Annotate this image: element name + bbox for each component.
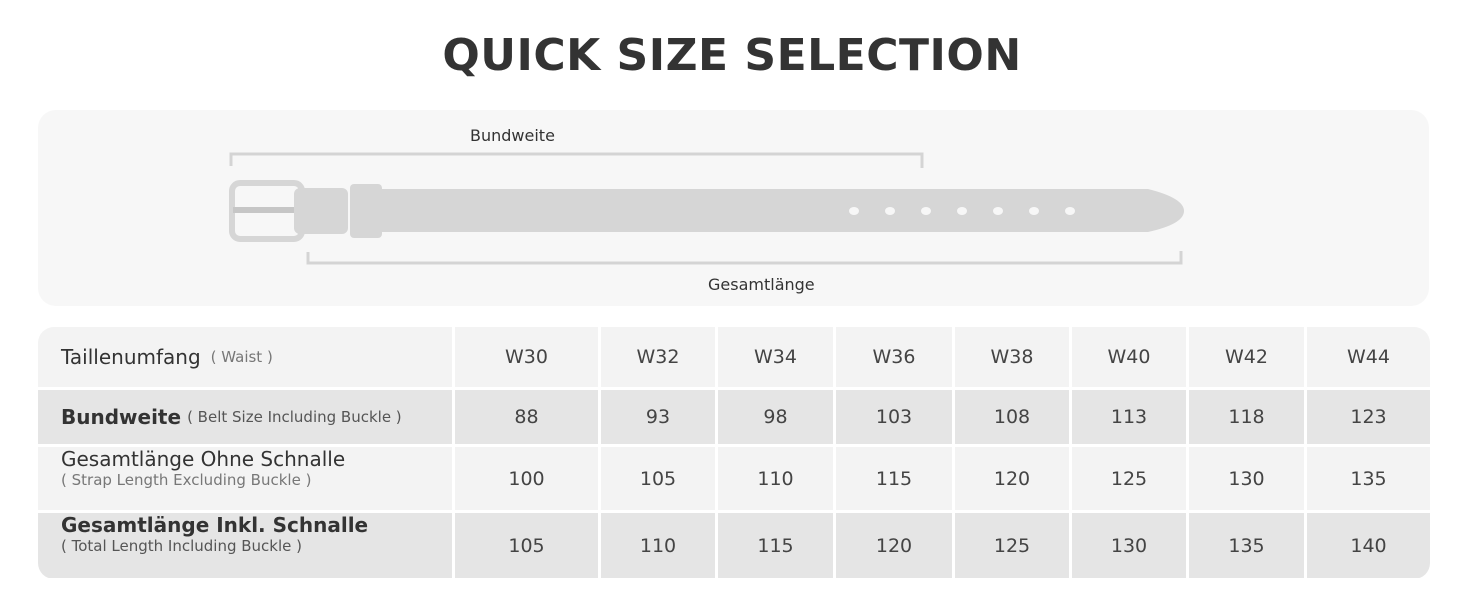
column-header-w40: W40 <box>1072 327 1186 387</box>
belt-buckle <box>229 180 305 242</box>
bundweite-bracket <box>229 152 924 168</box>
table-cell: 135 <box>1189 513 1304 578</box>
belt-strap <box>294 184 1184 238</box>
header-label: Taillenumfang <box>61 345 201 369</box>
column-header-w38: W38 <box>955 327 1069 387</box>
column-header-w42: W42 <box>1189 327 1304 387</box>
belt-holes <box>849 207 1075 215</box>
table-cell: 120 <box>836 513 952 578</box>
gesamtlaenge-label: Gesamtlänge <box>708 275 815 294</box>
header-sub: ( Waist ) <box>210 348 273 366</box>
table-cell: 88 <box>455 390 598 444</box>
row-label: Gesamtlänge Inkl. Schnalle <box>61 513 369 537</box>
column-header-w32: W32 <box>601 327 715 387</box>
table-cell: 123 <box>1307 390 1430 444</box>
column-header-w44: W44 <box>1307 327 1430 387</box>
table-cell: 108 <box>955 390 1069 444</box>
table-cell: 103 <box>836 390 952 444</box>
size-table: Taillenumfang ( Waist ) W30 W32 W34 W36 W38 W… <box>38 327 1430 579</box>
table-cell: 113 <box>1072 390 1186 444</box>
belt-illustration <box>229 152 1184 265</box>
row-label-cell: Gesamtlänge Ohne Schnalle( Strap Length … <box>38 447 452 510</box>
table-cell: 135 <box>1307 447 1430 510</box>
column-header-w34: W34 <box>718 327 833 387</box>
row-sublabel: ( Strap Length Excluding Buckle ) <box>61 471 312 489</box>
table-cell: 140 <box>1307 513 1430 578</box>
table-cell: 125 <box>1072 447 1186 510</box>
row-label-cell: Gesamtlänge Inkl. Schnalle( Total Length… <box>38 513 452 578</box>
table-cell: 93 <box>601 390 715 444</box>
table-cell: 110 <box>601 513 715 578</box>
column-header-w30: W30 <box>455 327 598 387</box>
table-cell: 100 <box>455 447 598 510</box>
column-header-w36: W36 <box>836 327 952 387</box>
table-cell: 115 <box>718 513 833 578</box>
table-cell: 105 <box>455 513 598 578</box>
header-label-cell: Taillenumfang ( Waist ) <box>38 327 452 387</box>
table-cell: 110 <box>718 447 833 510</box>
table-cell: 120 <box>955 447 1069 510</box>
row-sublabel: ( Total Length Including Buckle ) <box>61 537 303 555</box>
table-cell: 115 <box>836 447 952 510</box>
row-label-cell: Bundweite ( Belt Size Including Buckle ) <box>38 390 452 444</box>
belt-diagram-panel: Bundweite Gesamtlänge <box>38 110 1429 306</box>
page-title: QUICK SIZE SELECTION <box>442 30 1022 81</box>
row-label: Gesamtlänge Ohne Schnalle <box>61 447 346 471</box>
table-cell: 130 <box>1189 447 1304 510</box>
table-cell: 118 <box>1189 390 1304 444</box>
row-label: Bundweite <box>61 405 182 429</box>
table-cell: 98 <box>718 390 833 444</box>
gesamtlaenge-bracket <box>306 251 1183 265</box>
table-cell: 105 <box>601 447 715 510</box>
table-cell: 125 <box>955 513 1069 578</box>
row-sublabel: ( Belt Size Including Buckle ) <box>187 408 402 426</box>
table-cell: 130 <box>1072 513 1186 578</box>
bundweite-label: Bundweite <box>470 126 555 145</box>
